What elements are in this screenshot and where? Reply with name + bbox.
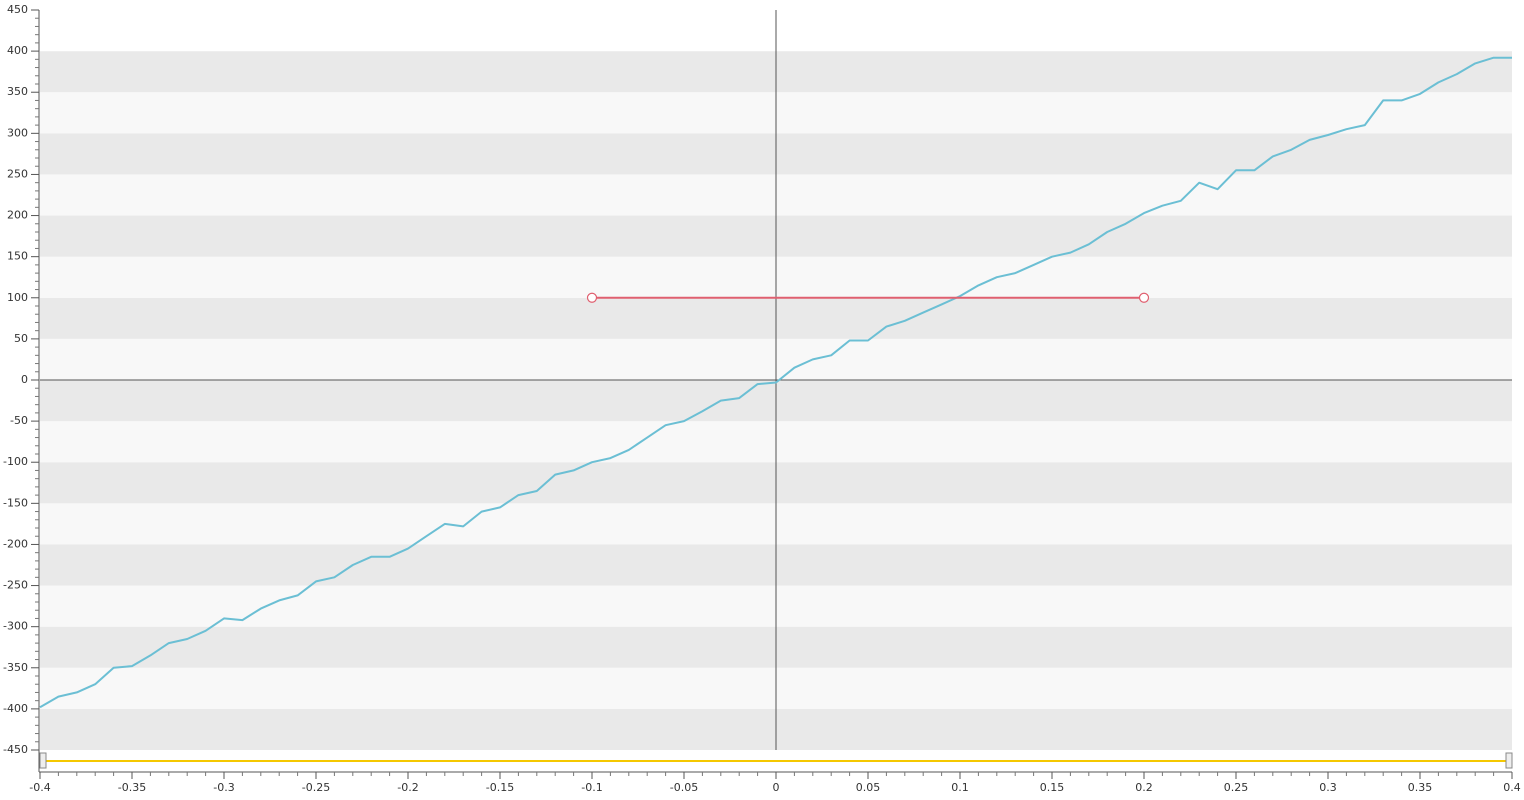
- x-tick-label: 0.05: [856, 781, 881, 794]
- y-tick-label: -450: [3, 743, 28, 756]
- x-tick-label: -0.35: [118, 781, 146, 794]
- y-tick-label: -100: [3, 455, 28, 468]
- range-slider-handle: [39, 752, 47, 769]
- x-tick-label: -0.3: [213, 781, 234, 794]
- y-tick-label: -350: [3, 661, 28, 674]
- y-tick-label: -250: [3, 579, 28, 592]
- y-tick-label: 400: [7, 44, 28, 57]
- x-tick-label: -0.05: [670, 781, 698, 794]
- y-tick-label: -300: [3, 620, 28, 633]
- y-tick-label: -50: [10, 414, 28, 427]
- y-tick-label: 450: [7, 3, 28, 16]
- x-tick-label: -0.25: [302, 781, 330, 794]
- y-tick-label: 50: [14, 332, 28, 345]
- x-tick-label: 0.35: [1408, 781, 1433, 794]
- segment-handle: [1138, 292, 1150, 303]
- y-tick-label: 300: [7, 126, 28, 139]
- x-tick-label: 0.3: [1319, 781, 1337, 794]
- x-tick-label: -0.1: [581, 781, 602, 794]
- y-tick-label: 250: [7, 167, 28, 180]
- y-tick-label: -200: [3, 537, 28, 550]
- data-line: [39, 56, 1512, 709]
- y-tick-label: -400: [3, 702, 28, 715]
- y-tick-label: 100: [7, 291, 28, 304]
- y-tick-label: 150: [7, 250, 28, 263]
- y-tick-label: 350: [7, 85, 28, 98]
- x-tick-label: 0.4: [1503, 781, 1521, 794]
- x-tick-label: -0.15: [486, 781, 514, 794]
- x-tick-label: 0.2: [1135, 781, 1153, 794]
- range-slider-handle: [1505, 752, 1513, 769]
- x-tick-label: -0.4: [29, 781, 50, 794]
- x-tick-label: 0: [773, 781, 780, 794]
- y-tick-label: 0: [21, 373, 28, 386]
- segment-handle: [586, 292, 598, 303]
- y-tick-label: 200: [7, 209, 28, 222]
- x-tick-label: 0.25: [1224, 781, 1249, 794]
- y-tick-label: -150: [3, 496, 28, 509]
- x-tick-label: 0.1: [951, 781, 969, 794]
- x-tick-label: -0.2: [397, 781, 418, 794]
- x-tick-label: 0.15: [1040, 781, 1065, 794]
